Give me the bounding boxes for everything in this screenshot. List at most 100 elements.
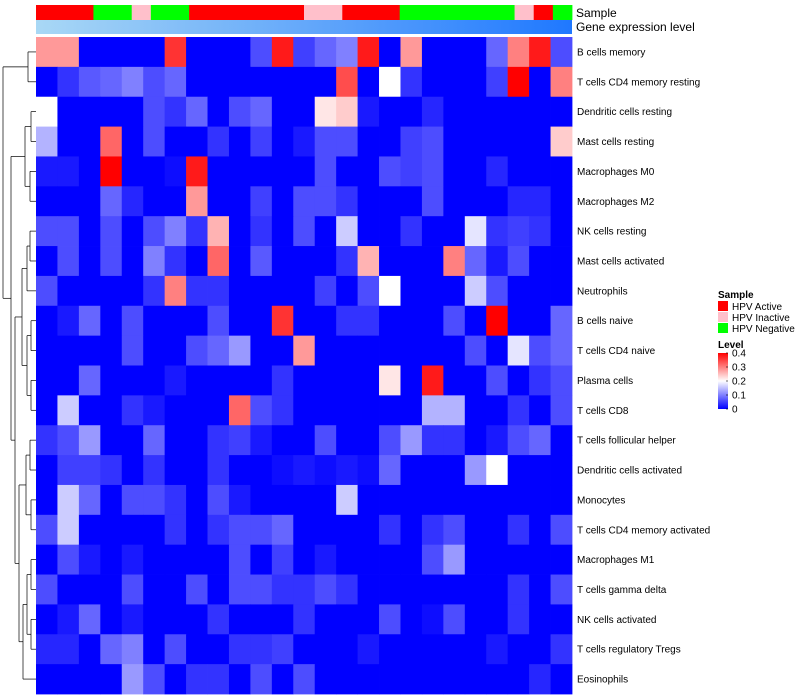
- heatmap-cell: [507, 246, 530, 277]
- heatmap-cell: [464, 425, 487, 456]
- legend-tick-label: 0.3: [732, 363, 746, 374]
- heatmap-cell: [486, 634, 509, 665]
- row-label: T cells CD4 memory resting: [577, 77, 700, 88]
- heatmap-cell: [314, 544, 337, 575]
- heatmap-cell: [228, 634, 251, 665]
- heatmap-cell: [443, 634, 466, 665]
- heatmap-cell: [400, 634, 423, 665]
- legend-label: HPV Negative: [732, 324, 795, 335]
- heatmap-cell: [293, 275, 316, 307]
- heatmap-cell: [57, 514, 80, 546]
- heatmap-cell: [57, 365, 80, 396]
- heatmap-cell: [57, 126, 80, 157]
- heatmap-cell: [57, 664, 80, 695]
- heatmap-cell: [250, 186, 273, 217]
- heatmap-cell: [164, 544, 187, 575]
- heatmap-cell: [293, 604, 316, 635]
- heatmap-cell: [78, 365, 101, 396]
- legend-label: HPV Inactive: [732, 313, 790, 324]
- heatmap-cell: [228, 484, 251, 516]
- heatmap-cell: [507, 156, 530, 187]
- heatmap-cell: [207, 275, 230, 307]
- legend-tick-label: 0.2: [732, 377, 746, 388]
- sample-annotation-cell: [74, 5, 94, 20]
- sample-annotation-cell: [36, 5, 56, 20]
- heatmap-cell: [164, 484, 187, 516]
- heatmap-cell: [164, 335, 187, 366]
- heatmap-cell: [529, 455, 551, 486]
- row-label: NK cells activated: [577, 615, 656, 626]
- heatmap-cell: [421, 395, 444, 426]
- heatmap-cell: [443, 455, 466, 486]
- heatmap-cell: [314, 96, 337, 127]
- heatmap-cell: [400, 246, 423, 277]
- heatmap-cell: [250, 425, 273, 456]
- heatmap-cell: [529, 37, 551, 68]
- heatmap-cell: [507, 96, 530, 127]
- sample-annotation-cell: [495, 5, 515, 20]
- heatmap-cell: [228, 66, 251, 98]
- heatmap-cell: [486, 126, 509, 157]
- heatmap-cell: [100, 664, 123, 695]
- heatmap-cell: [529, 395, 551, 426]
- heatmap-cell: [400, 335, 423, 366]
- heatmap-cell: [336, 484, 358, 516]
- heatmap-cell: [271, 574, 294, 605]
- heatmap-cell: [421, 216, 444, 247]
- heatmap-cell: [100, 156, 123, 187]
- sample-annotation-track: [36, 5, 573, 20]
- heatmap-cell: [550, 186, 573, 217]
- heatmap-cell: [143, 634, 166, 665]
- sample-annotation-cell: [265, 5, 286, 20]
- row-label: T cells CD8: [577, 406, 629, 417]
- heatmap-cell: [293, 544, 316, 575]
- heatmap-cell: [314, 425, 337, 456]
- heatmap-cell: [336, 335, 358, 366]
- heatmap-cell: [100, 275, 123, 307]
- heatmap-cell: [271, 126, 294, 157]
- heatmap-cell: [314, 305, 337, 337]
- heatmap-cell: [207, 484, 230, 516]
- heatmap-cell: [400, 425, 423, 456]
- heatmap-cell: [57, 484, 80, 516]
- heatmap-cell: [293, 126, 316, 157]
- heatmap-cell: [78, 484, 101, 516]
- sample-annotation-cell: [112, 5, 133, 20]
- heatmap-cell: [164, 275, 187, 307]
- heatmap-cell: [379, 96, 401, 127]
- heatmap-cell: [121, 305, 144, 337]
- heatmap-cell: [121, 96, 144, 127]
- heatmap-cell: [164, 246, 187, 277]
- heatmap-cell: [421, 156, 444, 187]
- heatmap-cell: [443, 574, 466, 605]
- heatmap-cell: [443, 275, 466, 307]
- heatmap-cell: [186, 544, 208, 575]
- heatmap-cell: [507, 425, 530, 456]
- heatmap-cell: [550, 425, 573, 456]
- heatmap-cell: [486, 275, 509, 307]
- heatmap-cell: [443, 156, 466, 187]
- heatmap-cell: [36, 126, 58, 157]
- heatmap-cell: [464, 544, 487, 575]
- heatmap-cell: [357, 246, 380, 277]
- heatmap-cell: [36, 66, 58, 98]
- heatmap-cell: [164, 126, 187, 157]
- heatmap-cell: [357, 484, 380, 516]
- heatmap-cell: [143, 275, 166, 307]
- heatmap-cell: [314, 66, 337, 98]
- sample-annotation-cell: [131, 5, 152, 20]
- heatmap-cell: [121, 514, 144, 546]
- heatmap-cell: [379, 156, 401, 187]
- heatmap-cell: [443, 96, 466, 127]
- legend-swatch: [718, 312, 728, 322]
- row-label: Eosinophils: [577, 675, 628, 686]
- heatmap-cell: [357, 335, 380, 366]
- heatmap-cell: [529, 634, 551, 665]
- heatmap-cell: [207, 305, 230, 337]
- heatmap-cell: [379, 664, 401, 695]
- heatmap-cell: [143, 425, 166, 456]
- heatmap-cell: [507, 37, 530, 68]
- heatmap-cell: [550, 395, 573, 426]
- heatmap-cell: [314, 574, 337, 605]
- sample-annotation-cell: [380, 5, 401, 20]
